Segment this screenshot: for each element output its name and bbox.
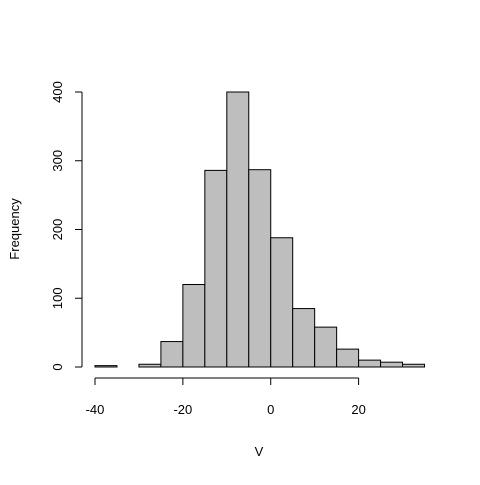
y-tick-label: 0 [50,363,65,370]
x-axis-label: V [255,444,264,459]
histogram-bar [94,365,118,368]
x-tick-label: 20 [351,402,365,417]
histogram-bar [314,326,338,368]
bars-group [94,91,425,368]
histogram-bar [292,308,316,368]
x-tick-label: -20 [173,402,192,417]
histogram-bar [182,284,206,368]
histogram-bar [138,363,162,368]
histogram-bar [248,169,272,368]
y-axis-label: Frequency [7,198,22,260]
histogram-bar [204,169,228,368]
histogram-bar [402,363,425,368]
histogram-bar [358,359,382,368]
y-tick-label: 200 [50,219,65,241]
histogram-bar [380,361,404,368]
x-tick-label: -40 [86,402,105,417]
histogram-bar [160,341,184,368]
x-tick-label: 0 [267,402,274,417]
y-tick-label: 400 [50,81,65,103]
y-tick-label: 100 [50,287,65,309]
x-axis: -40 -20 0 20 [86,377,366,417]
histogram-bar [270,237,294,368]
histogram-bar [226,91,250,368]
histogram-bar [336,348,360,368]
y-axis: 0 100 200 300 400 [50,81,83,371]
y-tick-label: 300 [50,150,65,172]
